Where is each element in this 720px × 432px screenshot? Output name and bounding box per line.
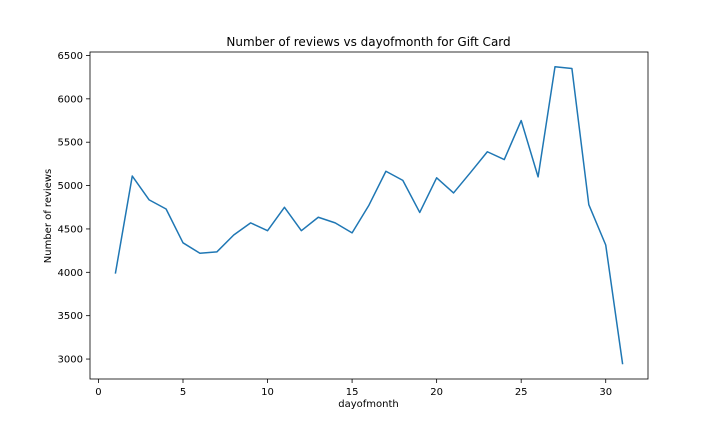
x-tick-label: 10 [261, 387, 274, 398]
plot-area: 0 5 10 15 20 25 30 3000 3500 4000 4500 5000 5500 6000… [58, 51, 649, 398]
y-tick-label: 6000 [58, 94, 83, 105]
y-tick-label: 4500 [58, 224, 83, 235]
x-tick-label: 30 [599, 387, 612, 398]
y-tick-label: 3000 [58, 355, 83, 366]
x-tick-label: 0 [95, 387, 101, 398]
plot-frame [89, 51, 649, 380]
x-axis-label: dayofmonth [338, 399, 399, 410]
y-axis-label: Number of reviews [43, 169, 54, 263]
y-tick-label: 3500 [58, 311, 83, 322]
x-tick-label: 20 [430, 387, 443, 398]
x-tick-label: 5 [180, 387, 186, 398]
y-tick-label: 5500 [58, 138, 83, 149]
y-tick-label: 5000 [58, 181, 83, 192]
x-tick-label: 15 [346, 387, 359, 398]
y-tick-label: 4000 [58, 268, 83, 279]
chart-title: Number of reviews vs dayofmonth for Gift… [226, 35, 510, 49]
x-tick-label: 25 [515, 387, 528, 398]
y-tick-label: 6500 [58, 51, 83, 62]
